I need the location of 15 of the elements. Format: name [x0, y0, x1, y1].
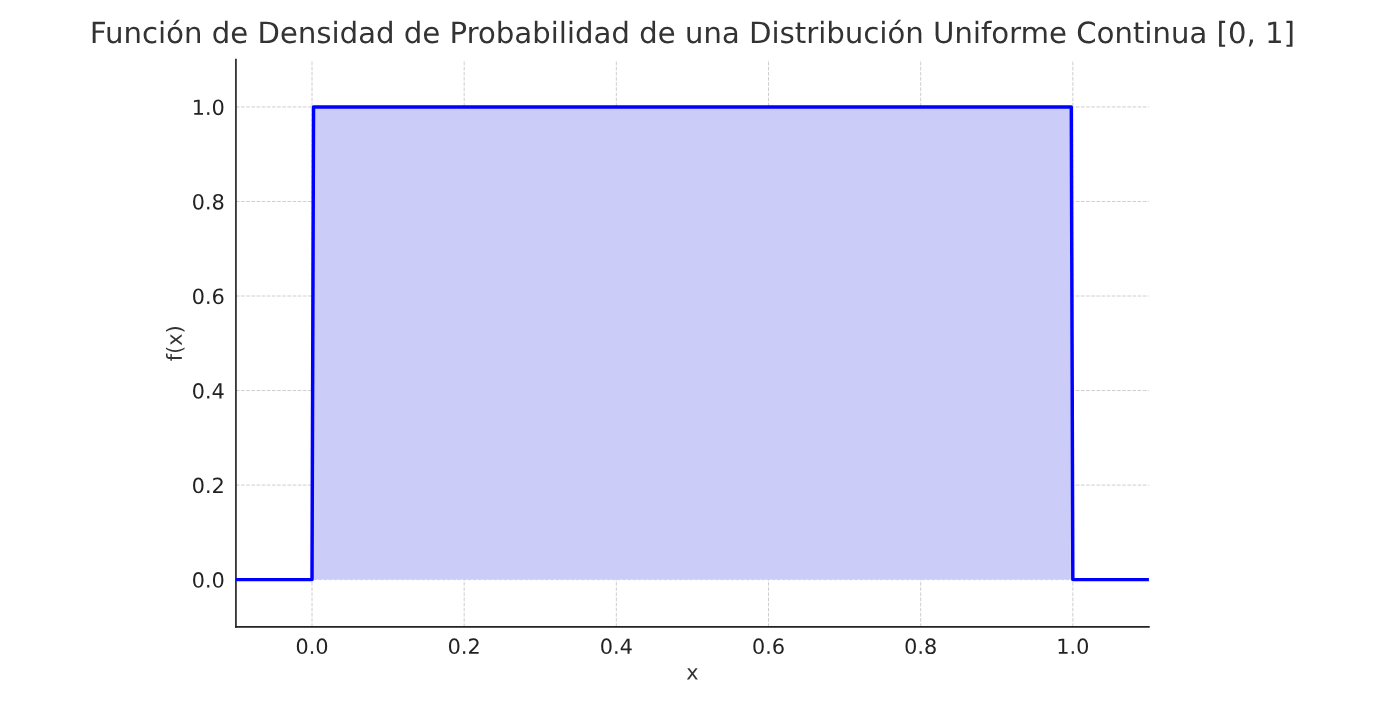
x-tick-label: 0.8 — [905, 638, 936, 655]
x-tick-label: 0.4 — [601, 638, 632, 655]
x-tick-label: 1.0 — [1058, 638, 1089, 655]
y-axis-title: f(x) — [165, 327, 185, 361]
x-tick-label: 0.2 — [448, 638, 479, 655]
y-tick-label: 0.8 — [193, 193, 224, 210]
x-axis-title: x — [686, 668, 698, 680]
y-tick-label: 0.0 — [193, 572, 224, 588]
y-tick-label: 0.4 — [193, 383, 224, 399]
y-tick-label: 1.0 — [193, 99, 224, 116]
y-tick-label: 0.2 — [193, 477, 223, 494]
x-tick-label: 0.6 — [753, 638, 784, 655]
x-tick-label: 0.0 — [296, 638, 328, 655]
chart-title: Función de Densidad de Probabilidad de una Distribución Uniforme Continua [0, 1] — [92, 19, 1293, 47]
y-tick-label: 0.6 — [193, 288, 224, 305]
